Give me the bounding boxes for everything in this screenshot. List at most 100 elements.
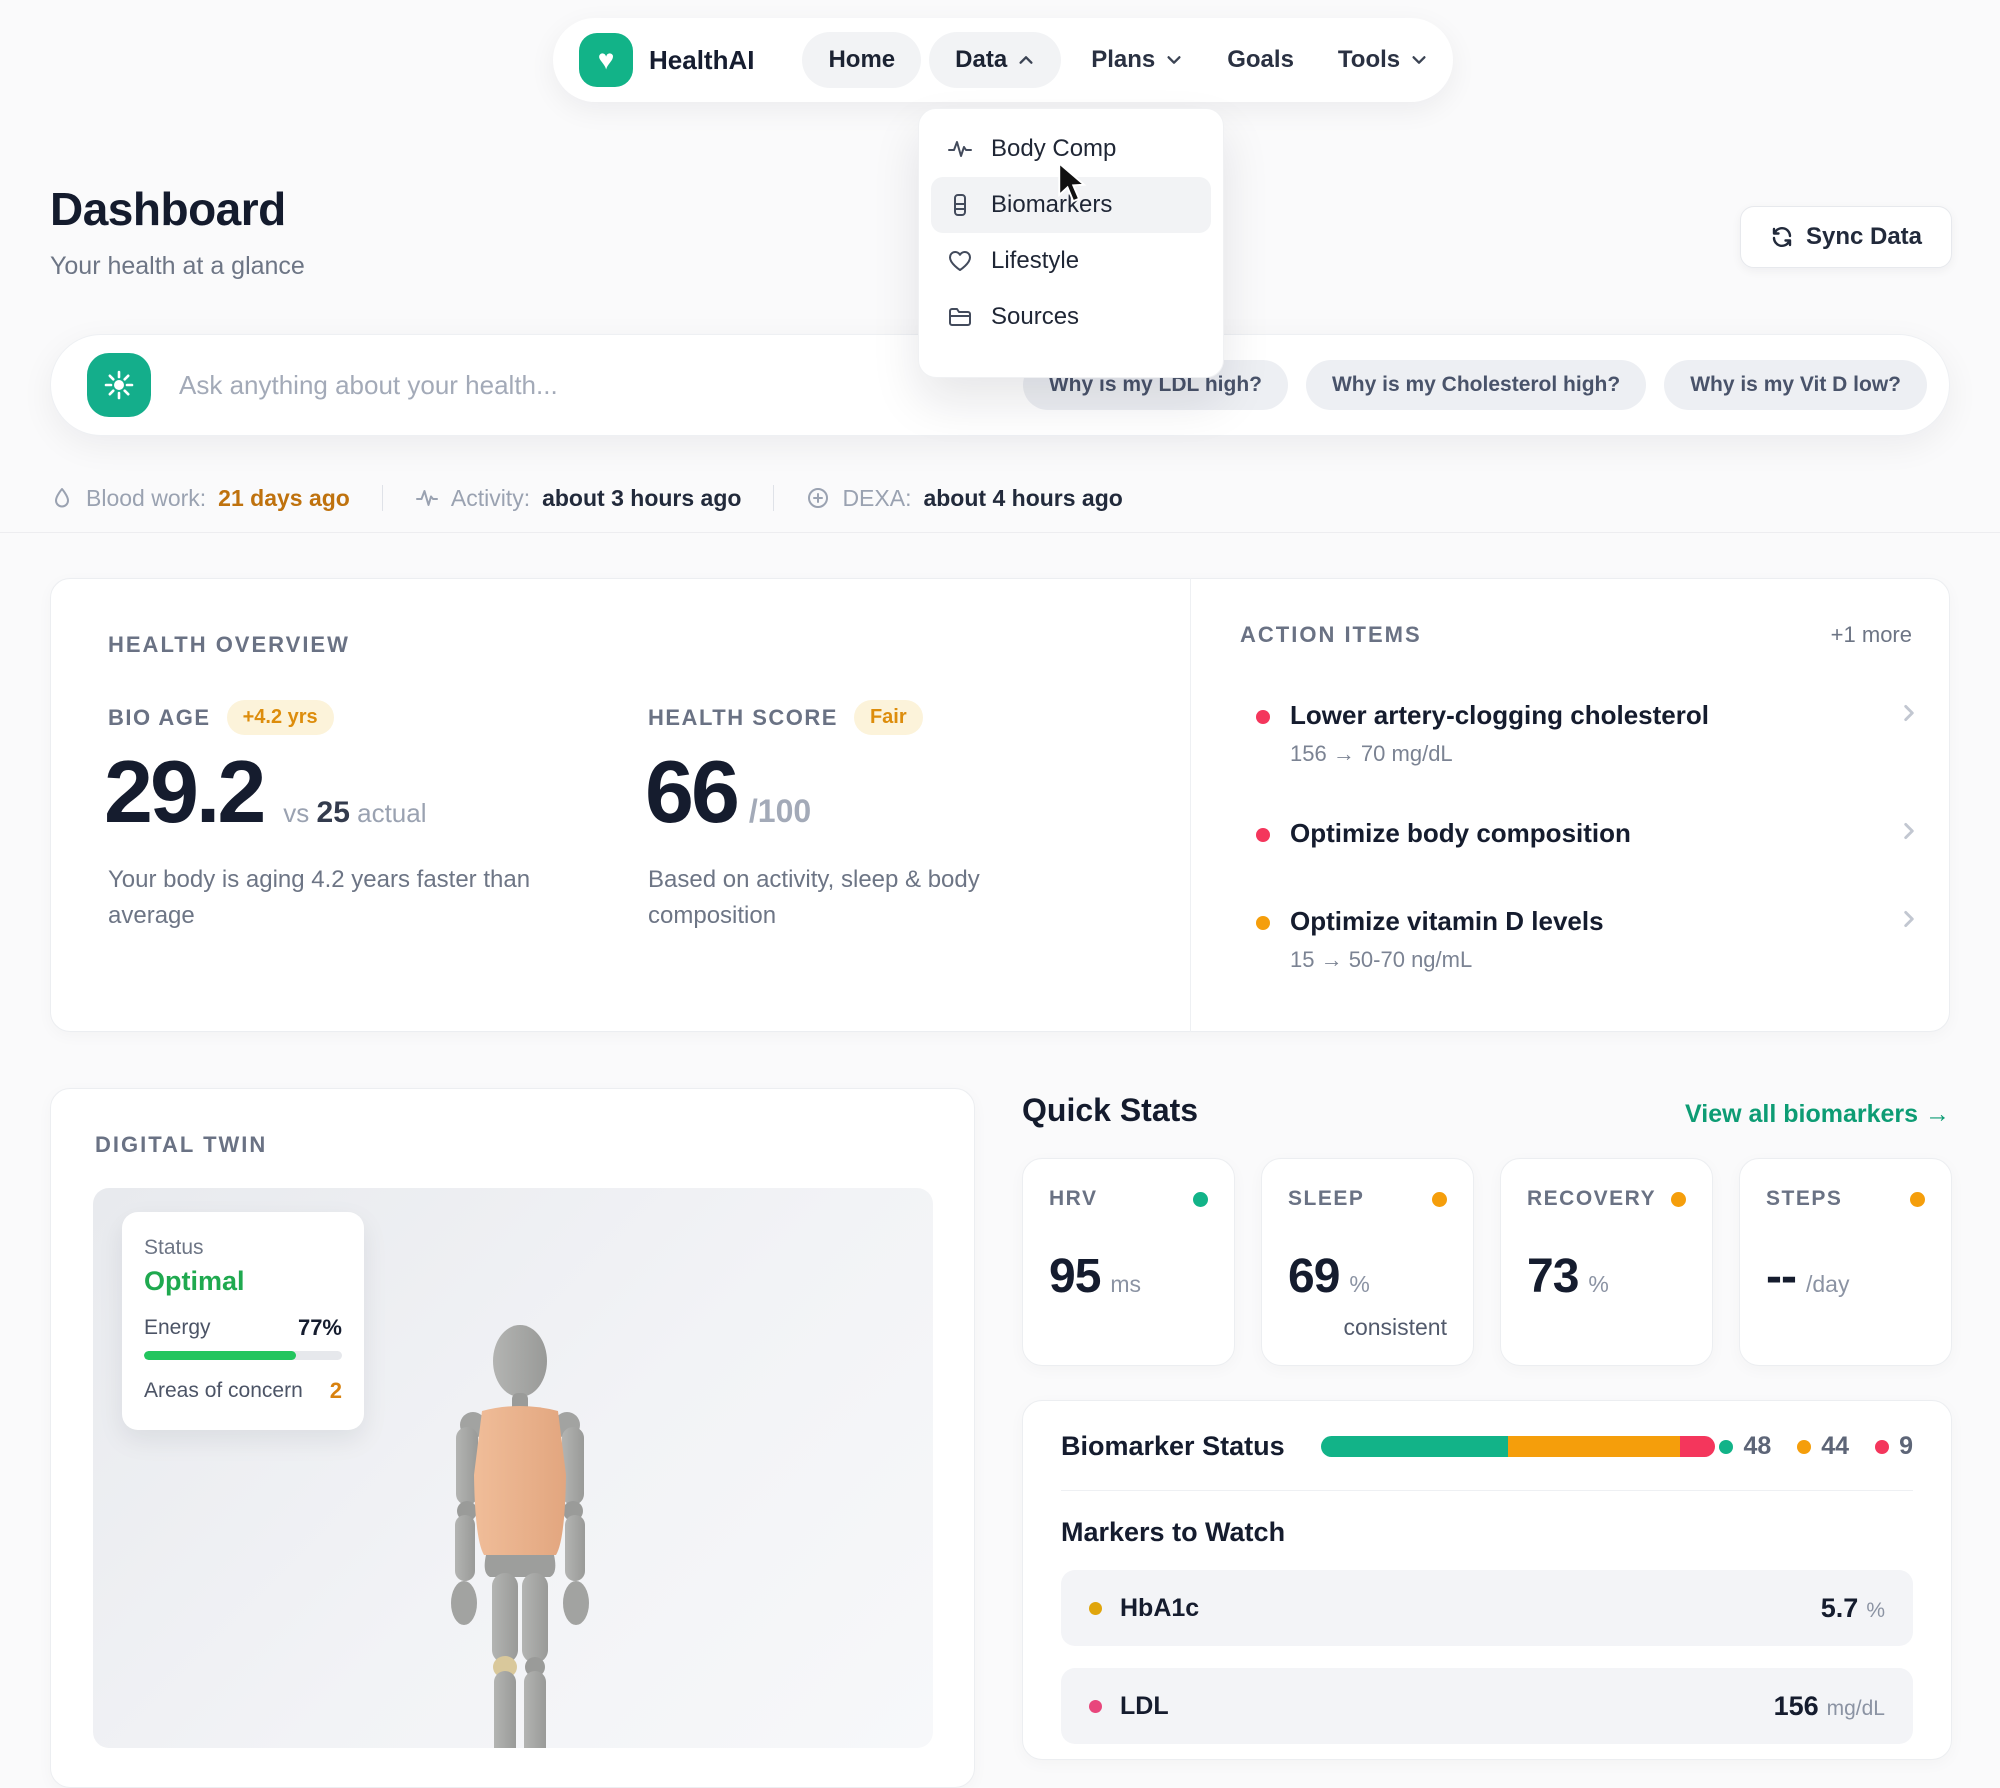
action-items-more[interactable]: +1 more — [1830, 622, 1912, 647]
action-item-title: Optimize body composition — [1290, 818, 1631, 848]
energy-progress-fill — [144, 1351, 297, 1360]
biomarker-status-card: Biomarker Status 48 44 9 Markers to Watc… — [1022, 1400, 1952, 1760]
stat-card-sleep[interactable]: SLEEP 69 % consistent — [1261, 1158, 1474, 1366]
plus-circle-icon — [808, 488, 829, 508]
section-divider — [0, 532, 2000, 533]
twin-status-card: Status Optimal Energy 77% Areas of conce… — [122, 1212, 364, 1430]
chip-cholesterol-high[interactable]: Why is my Cholesterol high? — [1305, 360, 1647, 410]
marker-value: 5.7 — [1820, 1592, 1859, 1623]
status-dot — [1432, 1191, 1447, 1207]
health-overview-card — [50, 578, 1950, 1032]
activity-icon — [415, 490, 438, 506]
health-score-value-row: 66 /100 — [645, 748, 811, 836]
mannequin-figure — [451, 1325, 589, 1748]
legend-dot — [1797, 1439, 1812, 1454]
biomarker-stacked-bar — [1320, 1436, 1715, 1457]
marker-name: LDL — [1120, 1691, 1169, 1720]
markers-to-watch-title: Markers to Watch — [1061, 1517, 1286, 1547]
stat-value: 69 — [1288, 1250, 1340, 1303]
marker-dot — [1089, 1601, 1102, 1615]
concerns-label: Areas of concern — [144, 1379, 303, 1402]
marker-value: 156 — [1773, 1690, 1819, 1721]
nav-item-data[interactable]: Data — [929, 32, 1062, 88]
legend-dot — [1719, 1439, 1734, 1454]
divider — [381, 485, 383, 511]
menu-item-lifestyle[interactable]: Lifestyle — [931, 233, 1211, 289]
view-all-biomarkers-link[interactable]: View all biomarkers → — [1685, 1100, 1950, 1128]
bio-age-header: BIO AGE +4.2 yrs — [108, 700, 334, 735]
ai-spark-badge — [87, 353, 151, 417]
action-item-body-comp[interactable]: Optimize body composition — [1240, 818, 1920, 849]
stat-label: RECOVERY — [1527, 1187, 1657, 1210]
nav-goals-label: Goals — [1227, 46, 1294, 73]
freshness-activity: Activity: about 3 hours ago — [415, 484, 741, 512]
page-subtitle: Your health at a glance — [50, 252, 305, 280]
data-freshness-strip: Blood work: 21 days ago Activity: about … — [50, 468, 1950, 528]
freshness-dexa: DEXA: about 4 hours ago — [806, 484, 1123, 512]
freshness-label: Blood work: — [86, 484, 207, 511]
bar-segment-watch — [1507, 1436, 1680, 1457]
status-dot — [1193, 1191, 1208, 1207]
nav-tools-label: Tools — [1337, 46, 1401, 73]
ask-bar: Why is my LDL high? Why is my Cholestero… — [50, 334, 1950, 436]
card-inner-divider — [1190, 578, 1191, 1032]
sync-data-button[interactable]: Sync Data — [1740, 206, 1952, 268]
status-label: Status — [144, 1236, 204, 1259]
sync-icon — [1772, 227, 1792, 247]
freshness-blood-work: Blood work: 21 days ago — [50, 485, 350, 512]
legend-dot — [1875, 1439, 1890, 1454]
mouse-cursor — [1058, 162, 1087, 203]
data-dropdown-menu: Body Comp Biomarkers Lifestyle Sources — [918, 108, 1224, 378]
menu-item-sources[interactable]: Sources — [931, 289, 1211, 345]
marker-row-hba1c[interactable]: HbA1c 5.7 % — [1061, 1570, 1913, 1646]
freshness-value: 21 days ago — [218, 484, 350, 511]
menu-item-body-comp[interactable]: Body Comp — [931, 121, 1211, 177]
activity-icon — [948, 141, 972, 157]
chip-vitd-low[interactable]: Why is my Vit D low? — [1664, 360, 1927, 410]
nav-data-label: Data — [955, 46, 1008, 73]
stat-card-steps[interactable]: STEPS -- /day — [1739, 1158, 1952, 1366]
nav-item-plans[interactable]: Plans — [1069, 32, 1205, 88]
freshness-label: Activity: — [450, 484, 531, 511]
health-score-label: HEALTH SCORE — [648, 704, 838, 730]
marker-name: HbA1c — [1120, 1593, 1200, 1622]
stat-label: HRV — [1049, 1187, 1098, 1210]
stat-unit: % — [1349, 1271, 1370, 1297]
chevron-up-icon — [1019, 56, 1033, 64]
nav-item-tools[interactable]: Tools — [1316, 32, 1450, 88]
stat-card-hrv[interactable]: HRV 95 ms — [1022, 1158, 1235, 1366]
bio-age-badge: +4.2 yrs — [226, 700, 334, 735]
nav-item-goals[interactable]: Goals — [1205, 32, 1316, 88]
health-overview-title: HEALTH OVERVIEW — [108, 632, 350, 657]
freshness-label: DEXA: — [842, 484, 912, 511]
stat-unit: ms — [1110, 1271, 1142, 1297]
legend-count: 9 — [1899, 1432, 1913, 1460]
legend-count: 44 — [1821, 1432, 1850, 1460]
chevron-right-icon — [1904, 704, 1914, 722]
severity-dot — [1256, 710, 1270, 724]
brand-name: HealthAI — [649, 44, 755, 75]
energy-value: 77% — [297, 1315, 342, 1340]
health-score-caption: Based on activity, sleep & body composit… — [648, 866, 980, 929]
marker-row-ldl[interactable]: LDL 156 mg/dL — [1061, 1668, 1913, 1744]
stat-unit: /day — [1805, 1271, 1850, 1297]
health-score-denominator: /100 — [748, 793, 812, 829]
action-item-cholesterol[interactable]: Lower artery-clogging cholesterol 156 → … — [1240, 700, 1920, 767]
bio-age-label: BIO AGE — [108, 704, 211, 730]
stat-label: STEPS — [1766, 1187, 1843, 1210]
quick-stats-title: Quick Stats — [1022, 1092, 1199, 1128]
status-dot — [1671, 1191, 1686, 1207]
energy-progress-track — [144, 1351, 342, 1360]
chevron-down-icon — [1412, 56, 1426, 64]
stat-card-recovery[interactable]: RECOVERY 73 % — [1500, 1158, 1713, 1366]
stat-note: consistent — [1343, 1314, 1447, 1340]
ask-input[interactable] — [179, 369, 1023, 401]
legend-optimal: 48 — [1719, 1432, 1771, 1461]
action-item-vitd[interactable]: Optimize vitamin D levels 15 → 50-70 ng/… — [1240, 906, 1920, 973]
bar-segment-risk — [1679, 1436, 1715, 1457]
status-dot — [1910, 1191, 1925, 1207]
menu-label: Biomarkers — [991, 191, 1113, 218]
nav-item-home[interactable]: Home — [802, 32, 922, 88]
status-value: Optimal — [144, 1266, 245, 1296]
heart-logo-icon: ♥ — [597, 44, 615, 75]
